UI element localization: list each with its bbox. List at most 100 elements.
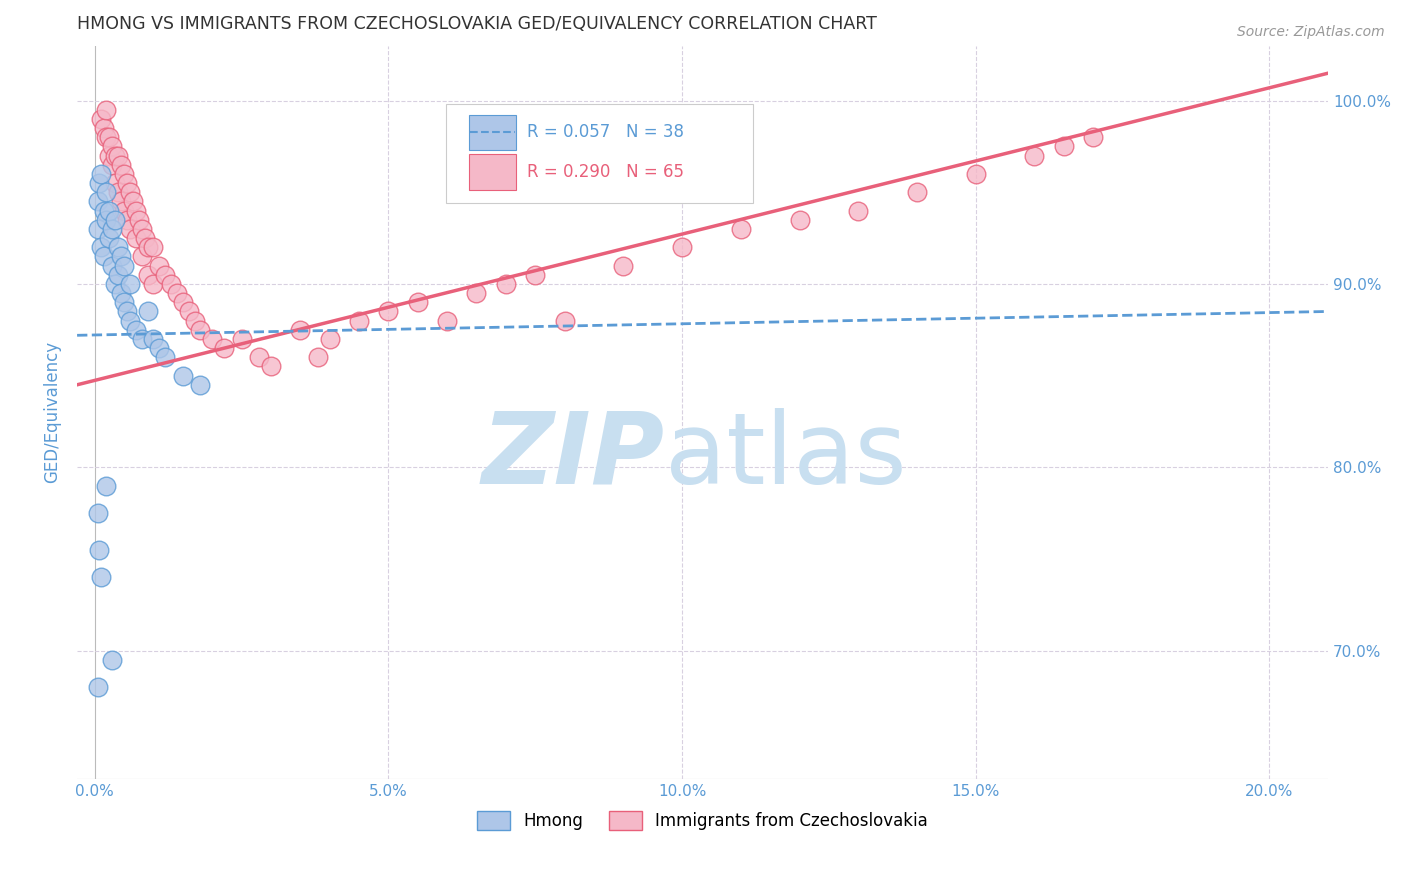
Point xyxy=(112,295,135,310)
Point xyxy=(115,304,138,318)
Point xyxy=(183,313,205,327)
Point xyxy=(107,186,129,200)
Point xyxy=(104,277,127,291)
Point xyxy=(112,259,135,273)
Point xyxy=(131,250,153,264)
Point xyxy=(730,222,752,236)
Point xyxy=(90,570,112,584)
Point xyxy=(131,222,153,236)
Text: R = 0.057   N = 38: R = 0.057 N = 38 xyxy=(527,123,685,141)
Point xyxy=(112,167,135,181)
Point xyxy=(101,653,124,667)
Point xyxy=(98,130,121,145)
Point xyxy=(436,313,458,327)
Point xyxy=(128,212,150,227)
Text: atlas: atlas xyxy=(665,408,907,505)
Point xyxy=(307,351,329,365)
Point xyxy=(1053,139,1076,153)
Point xyxy=(98,203,121,218)
Point xyxy=(789,212,811,227)
Point xyxy=(86,222,108,236)
Point xyxy=(107,268,129,282)
Point xyxy=(212,341,235,355)
Point xyxy=(89,176,111,190)
Point xyxy=(260,359,283,374)
Point xyxy=(153,268,176,282)
Point xyxy=(172,295,194,310)
Point xyxy=(110,286,132,301)
Point xyxy=(190,323,212,337)
Point xyxy=(524,268,547,282)
Point xyxy=(177,304,200,318)
Point xyxy=(118,277,141,291)
Point xyxy=(247,351,270,365)
Point xyxy=(846,203,869,218)
Point xyxy=(86,506,108,520)
Point xyxy=(190,377,212,392)
Text: Source: ZipAtlas.com: Source: ZipAtlas.com xyxy=(1237,25,1385,39)
Point xyxy=(101,158,124,172)
Point xyxy=(172,368,194,383)
Point xyxy=(136,268,159,282)
Point xyxy=(118,186,141,200)
Point xyxy=(166,286,188,301)
Point xyxy=(290,323,312,337)
Point xyxy=(125,203,148,218)
Point xyxy=(495,277,517,291)
Point xyxy=(201,332,224,346)
Point xyxy=(554,313,576,327)
Point xyxy=(107,149,129,163)
Point xyxy=(90,112,112,126)
Text: R = 0.290   N = 65: R = 0.290 N = 65 xyxy=(527,163,685,181)
FancyBboxPatch shape xyxy=(468,115,516,150)
Point xyxy=(318,332,340,346)
Point xyxy=(96,186,118,200)
Text: HMONG VS IMMIGRANTS FROM CZECHOSLOVAKIA GED/EQUIVALENCY CORRELATION CHART: HMONG VS IMMIGRANTS FROM CZECHOSLOVAKIA … xyxy=(77,15,877,33)
Point xyxy=(90,240,112,254)
Point xyxy=(101,259,124,273)
Point xyxy=(136,304,159,318)
Point xyxy=(905,186,928,200)
Point xyxy=(96,130,118,145)
Point xyxy=(125,323,148,337)
Point xyxy=(96,103,118,117)
Point xyxy=(93,203,115,218)
Point xyxy=(115,212,138,227)
Point xyxy=(612,259,634,273)
Point xyxy=(110,250,132,264)
Point xyxy=(1024,149,1046,163)
Text: ZIP: ZIP xyxy=(482,408,665,505)
Point xyxy=(153,351,176,365)
Point xyxy=(101,139,124,153)
Point xyxy=(90,167,112,181)
Point xyxy=(118,313,141,327)
Point xyxy=(347,313,370,327)
Point xyxy=(231,332,253,346)
Point xyxy=(142,240,165,254)
Point xyxy=(107,240,129,254)
Point xyxy=(134,231,156,245)
Point xyxy=(86,194,108,209)
Point xyxy=(377,304,399,318)
Legend: Hmong, Immigrants from Czechoslovakia: Hmong, Immigrants from Czechoslovakia xyxy=(471,804,935,837)
Point xyxy=(122,194,145,209)
Point xyxy=(98,231,121,245)
Point xyxy=(1083,130,1105,145)
Point xyxy=(104,212,127,227)
Point xyxy=(965,167,987,181)
Point xyxy=(160,277,183,291)
Point xyxy=(115,176,138,190)
Point xyxy=(104,149,127,163)
Point xyxy=(112,203,135,218)
Point xyxy=(98,149,121,163)
Point xyxy=(406,295,429,310)
Point xyxy=(104,176,127,190)
Point xyxy=(96,478,118,492)
Point xyxy=(142,277,165,291)
Point xyxy=(118,222,141,236)
Point xyxy=(86,680,108,694)
Point xyxy=(131,332,153,346)
Point xyxy=(136,240,159,254)
Point xyxy=(671,240,693,254)
Y-axis label: GED/Equivalency: GED/Equivalency xyxy=(44,342,60,483)
